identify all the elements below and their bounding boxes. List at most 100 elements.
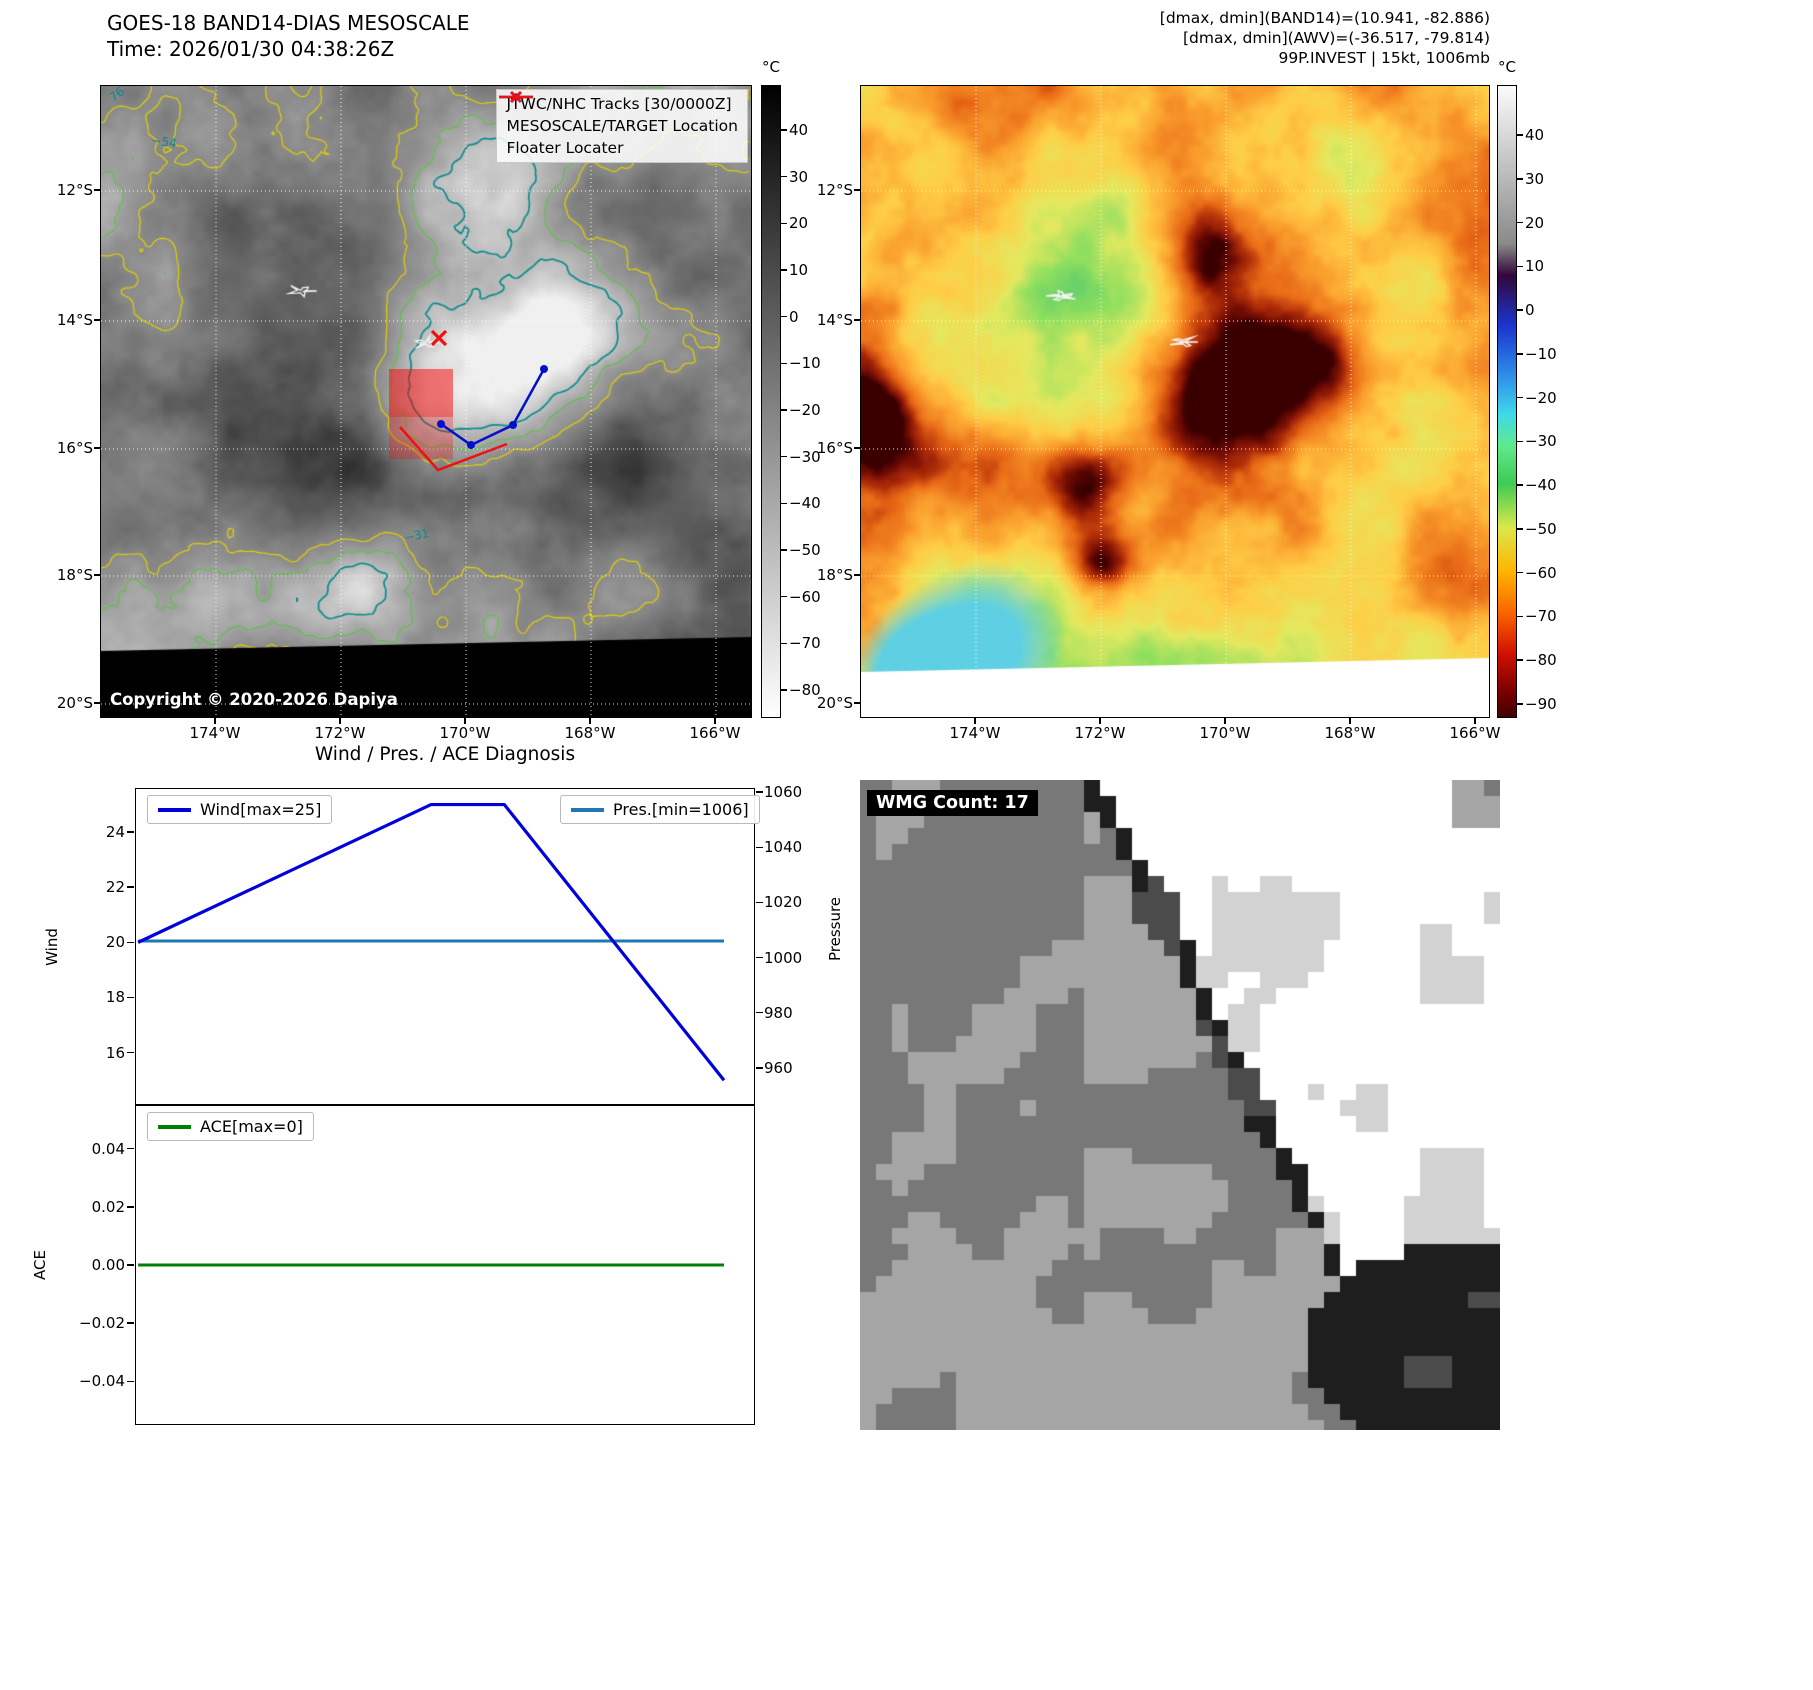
colorbar-tick: [781, 175, 787, 178]
lon-tick-label: 168°W: [1324, 724, 1376, 742]
wind-tick-label: 16: [105, 1043, 125, 1062]
ace-tick-label: −0.04: [79, 1372, 125, 1391]
lon-tick-label: 166°W: [689, 724, 741, 742]
lat-tick-label: 16°S: [816, 439, 853, 457]
ir-colorbar: [1497, 85, 1517, 718]
pressure-tick: [756, 1011, 763, 1014]
colorbar-tick-label: −80: [789, 681, 821, 700]
ace-legend: ACE[max=0]: [147, 1112, 314, 1141]
target-x-marker: [430, 329, 448, 347]
ace-tick: [127, 1264, 134, 1266]
lon-tick-label: 172°W: [1074, 724, 1126, 742]
ace-tick-label: 0.00: [91, 1256, 125, 1274]
colorbar-tick-label: 20: [1525, 213, 1545, 232]
awv-header-line2: [dmax, dmin](AWV)=(-36.517, -79.814): [1183, 29, 1490, 47]
colorbar-tick-label: −80: [1525, 651, 1557, 670]
colorbar-tick-label: −10: [789, 354, 821, 373]
colorbar-tick: [1517, 703, 1523, 705]
colorbar-tick-label: 10: [789, 261, 809, 279]
goes-ir-map: 76 −54 −31 JTWC/NHC Tracks [30/0000Z] MESOS…: [100, 85, 752, 718]
contour-label: −31: [403, 526, 431, 545]
pressure-tick: [756, 846, 763, 848]
pressure-tick: [756, 791, 763, 793]
pressure-legend-label: Pres.[min=1006]: [613, 800, 749, 819]
colorbar-tick: [781, 502, 787, 505]
pressure-tick: [756, 956, 763, 959]
colorbar-tick-label: 10: [1525, 257, 1545, 276]
colorbar-tick: [781, 129, 787, 131]
goes-map-overlay: 76 −54 −31: [101, 86, 751, 717]
pressure-tick-label: 1020: [764, 893, 803, 912]
wind-legend-label: Wind[max=25]: [200, 800, 322, 819]
ace-tick-label: 0.02: [91, 1197, 125, 1216]
lon-tick: [1474, 718, 1476, 724]
lat-tick: [854, 574, 860, 576]
ace-tick: [127, 1322, 134, 1324]
mesoscale-target-area-top: [389, 369, 453, 417]
colorbar-tick: [1517, 265, 1523, 268]
colorbar-tick: [781, 689, 787, 691]
wind-tick-label: 22: [105, 878, 125, 897]
lat-tick: [94, 574, 100, 576]
wind-axis-label: Wind: [43, 928, 61, 966]
pressure-tick-label: 1040: [764, 838, 803, 857]
lat-tick: [94, 702, 100, 704]
colorbar-tick: [1517, 396, 1523, 399]
lon-tick: [1224, 718, 1226, 724]
awv-ir-map: [860, 85, 1490, 718]
lon-tick: [214, 718, 216, 724]
ace-tick: [127, 1206, 134, 1208]
lat-tick-label: 20°S: [56, 694, 93, 712]
colorbar-tick-label: −40: [789, 494, 821, 513]
colorbar-tick-label: −30: [789, 447, 821, 466]
lat-tick-label: 12°S: [816, 181, 853, 199]
colorbar-tick: [1517, 221, 1523, 224]
colorbar-tick: [781, 549, 787, 551]
track-point-marker: [437, 420, 445, 428]
colorbar-tick-label: −90: [1525, 695, 1557, 713]
ace-legend-label: ACE[max=0]: [200, 1117, 303, 1136]
wind-tick: [127, 831, 134, 833]
lon-tick: [1099, 718, 1101, 724]
colorbar-tick: [781, 595, 787, 598]
lat-tick-label: 14°S: [56, 311, 93, 329]
wmg-panel: WMG Count: 17: [860, 780, 1500, 1430]
pressure-legend-line-icon: [571, 807, 604, 812]
lon-tick: [714, 718, 716, 724]
wind-legend: Wind[max=25]: [147, 795, 333, 824]
colorbar-tick: [781, 222, 787, 225]
pressure-legend: Pres.[min=1006]: [560, 795, 760, 824]
colorbar-tick-label: −60: [1525, 563, 1557, 582]
ace-legend-line-icon: [158, 1124, 191, 1129]
pressure-axis-label: Pressure: [826, 896, 844, 962]
track-point-marker: [540, 365, 548, 373]
track-point-marker: [509, 421, 517, 429]
wmg-count-badge: WMG Count: 17: [867, 790, 1038, 816]
contour-label: 76: [107, 86, 128, 104]
wind-tick-label: 20: [105, 933, 125, 952]
colorbar-tick: [1517, 615, 1523, 618]
wmg-pixel-image: [860, 780, 1500, 1430]
colorbar-tick-label: 0: [789, 307, 799, 326]
lat-tick: [94, 319, 100, 321]
colorbar-tick: [1517, 309, 1523, 311]
colorbar-tick-label: 30: [789, 167, 809, 186]
lon-tick-label: 166°W: [1449, 724, 1501, 742]
lon-tick-label: 170°W: [1199, 724, 1251, 742]
colorbar-tick-label: −40: [1525, 476, 1557, 495]
ace-tick-label: 0.04: [91, 1139, 125, 1158]
colorbar-tick: [781, 269, 787, 271]
legend-item-mesoscale-target: MESOSCALE/TARGET Location: [506, 90, 738, 135]
colorbar-tick-label: 30: [1525, 169, 1545, 188]
awv-map-overlay: [861, 86, 1489, 717]
lon-tick-label: 174°W: [189, 724, 241, 742]
lon-tick: [1349, 718, 1351, 724]
colorbar-tick: [1517, 178, 1523, 180]
lat-tick-label: 12°S: [56, 181, 93, 199]
ace-axis-label: ACE: [31, 1250, 49, 1280]
diagnosis-title: Wind / Pres. / ACE Diagnosis: [314, 744, 576, 765]
goes-map-legend: JTWC/NHC Tracks [30/0000Z] MESOSCALE/TARG…: [496, 89, 748, 163]
lon-tick-label: 174°W: [949, 724, 1001, 742]
colorbar-tick-label: −70: [789, 634, 821, 653]
colorbar-tick-label: −30: [1525, 432, 1557, 451]
